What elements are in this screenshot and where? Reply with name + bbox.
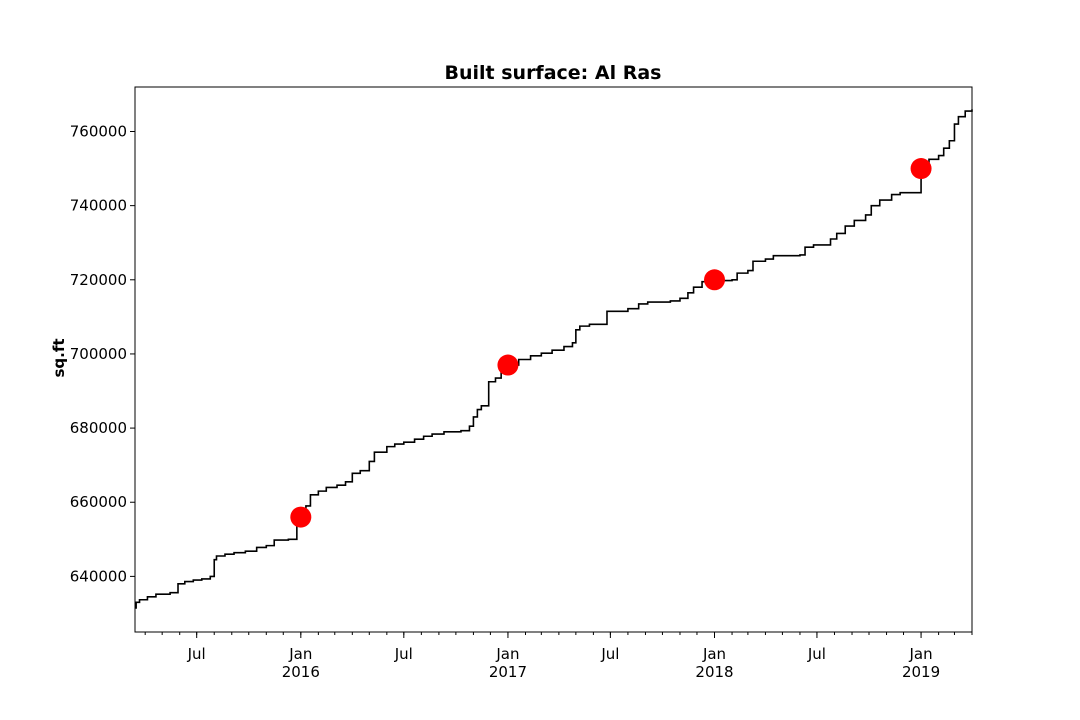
y-tick-label-5: 740000 <box>70 197 127 215</box>
y-tick-label-6: 760000 <box>70 122 127 140</box>
x-tick-year-label-5: 2018 <box>695 663 733 681</box>
axes: 640000 660000 680000 700000 720000 740000 7600… <box>70 122 973 681</box>
x-tick-year-label-7: 2019 <box>902 663 940 681</box>
x-tick-year-label-1: 2016 <box>282 663 320 681</box>
x-tick-label-0: Jul <box>187 645 206 663</box>
series-line-0 <box>135 109 973 609</box>
y-tick-label-0: 640000 <box>70 567 127 585</box>
plot-area <box>135 109 973 609</box>
highlight-marker-3 <box>910 158 932 180</box>
x-tick-year-label-3: 2017 <box>489 663 527 681</box>
x-tick-label-4: Jul <box>600 645 619 663</box>
x-tick-label-2: Jul <box>394 645 413 663</box>
highlight-marker-0 <box>290 506 312 528</box>
x-tick-label-3: Jan <box>495 645 519 663</box>
x-tick-label-5: Jan <box>702 645 726 663</box>
y-tick-label-1: 660000 <box>70 493 127 511</box>
highlight-marker-2 <box>704 269 726 291</box>
x-tick-label-6: Jul <box>807 645 826 663</box>
y-tick-label-3: 700000 <box>70 345 127 363</box>
x-tick-label-1: Jan <box>288 645 312 663</box>
plot-frame <box>134 86 973 633</box>
y-tick-label-4: 720000 <box>70 271 127 289</box>
y-tick-label-2: 680000 <box>70 419 127 437</box>
x-tick-label-7: Jan <box>909 645 933 663</box>
chart-title: Built surface: Al Ras <box>445 62 662 84</box>
y-axis-label: sq.ft <box>50 338 68 377</box>
highlight-marker-1 <box>497 354 519 376</box>
